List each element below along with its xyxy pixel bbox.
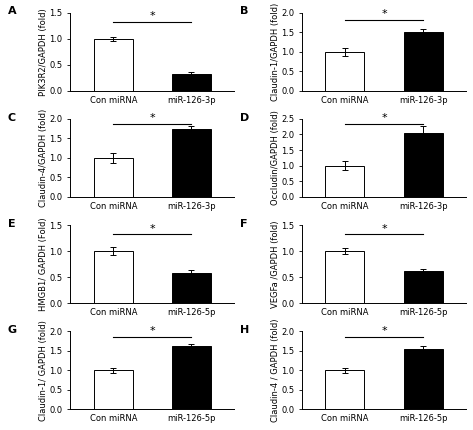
Text: *: * <box>149 224 155 233</box>
Text: *: * <box>381 114 387 123</box>
Bar <box>172 74 211 91</box>
Text: B: B <box>239 6 248 16</box>
Bar <box>172 273 211 303</box>
Y-axis label: Claudin-4 / GAPDH (fold): Claudin-4 / GAPDH (fold) <box>271 319 280 422</box>
Bar <box>403 349 443 409</box>
Bar <box>94 370 133 409</box>
Text: *: * <box>381 224 387 233</box>
Bar <box>403 271 443 303</box>
Y-axis label: VEGFa /GAPDH (fold): VEGFa /GAPDH (fold) <box>271 220 280 308</box>
Bar <box>403 133 443 197</box>
Bar <box>94 158 133 197</box>
Bar <box>172 346 211 409</box>
Bar <box>94 251 133 303</box>
Text: D: D <box>239 113 249 123</box>
Bar <box>325 370 364 409</box>
Text: G: G <box>8 325 17 335</box>
Text: F: F <box>239 219 247 229</box>
Y-axis label: Occludin/GAPDH (fold): Occludin/GAPDH (fold) <box>271 111 280 205</box>
Bar <box>325 166 364 197</box>
Y-axis label: PIK3R2/GAPDH (fold): PIK3R2/GAPDH (fold) <box>39 8 48 95</box>
Text: *: * <box>149 113 155 123</box>
Y-axis label: Claudin-4/GAPDH (fold): Claudin-4/GAPDH (fold) <box>39 109 48 207</box>
Bar <box>172 129 211 197</box>
Y-axis label: Claudin-1/ GAPDH (fold): Claudin-1/ GAPDH (fold) <box>39 320 48 421</box>
Bar <box>403 32 443 91</box>
Text: *: * <box>381 326 387 336</box>
Y-axis label: HMGB1/ GAPDH (Fold): HMGB1/ GAPDH (Fold) <box>39 217 48 311</box>
Bar <box>325 52 364 91</box>
Text: *: * <box>381 9 387 19</box>
Y-axis label: Claudin-1/GAPDH (fold): Claudin-1/GAPDH (fold) <box>271 3 280 101</box>
Text: H: H <box>239 325 249 335</box>
Bar <box>325 251 364 303</box>
Bar <box>94 39 133 91</box>
Text: *: * <box>149 11 155 21</box>
Text: C: C <box>8 113 16 123</box>
Text: E: E <box>8 219 16 229</box>
Text: A: A <box>8 6 17 16</box>
Text: *: * <box>149 326 155 336</box>
